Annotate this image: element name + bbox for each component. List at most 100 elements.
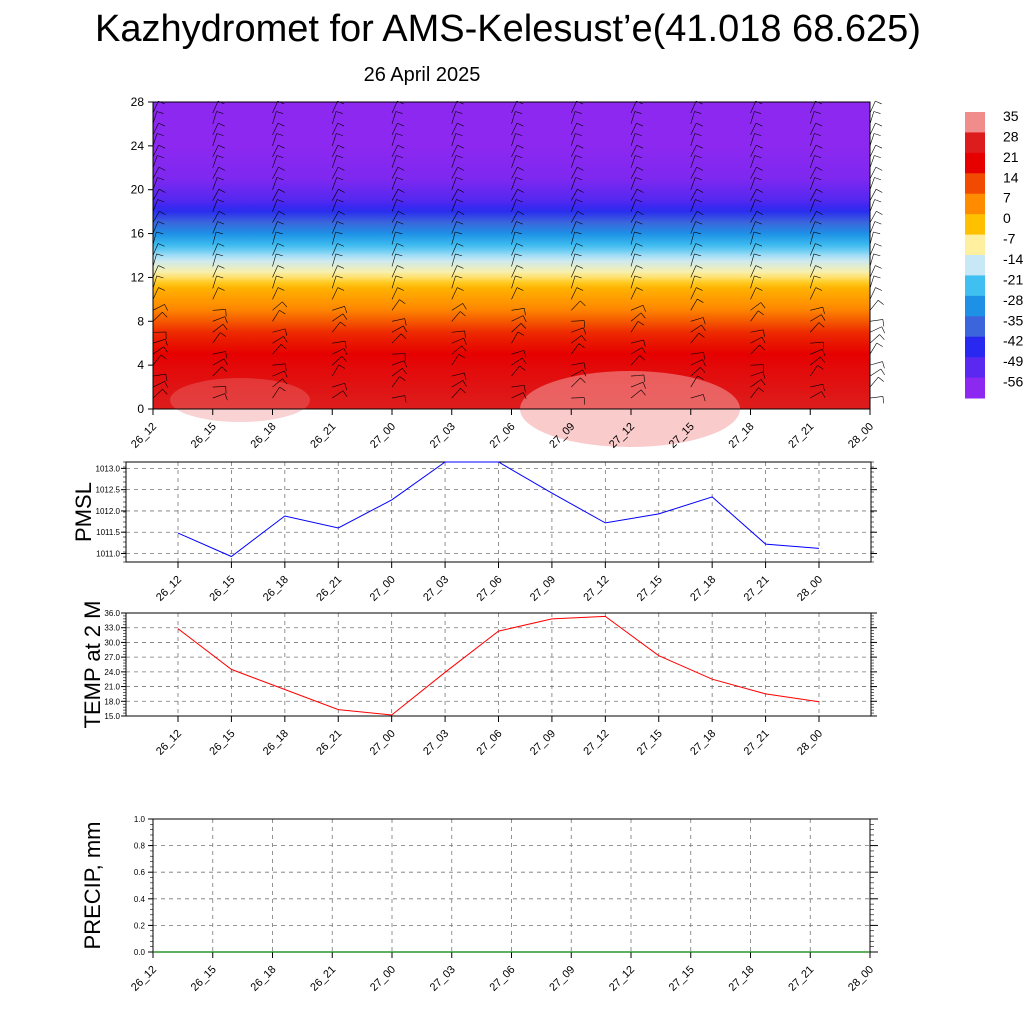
wind-barb-flag [159, 210, 166, 215]
wind-barb-flag [695, 265, 703, 269]
wind-barb-staff [331, 253, 337, 267]
wind-barb-staff [152, 211, 160, 223]
wind-barb-flag [702, 317, 706, 325]
wind-barb-staff [809, 155, 815, 168]
wind-barb-staff [809, 265, 816, 278]
wind-barb-flag [342, 313, 348, 320]
wind-barb-flag [403, 325, 408, 333]
wind-barb-flag [160, 354, 167, 360]
y-tick-label: 0.4 [134, 895, 146, 904]
wind-barb-flag [759, 344, 765, 351]
wind-barb-staff [451, 354, 460, 366]
wind-barb-staff [750, 344, 760, 355]
wind-barb-flag [762, 329, 765, 337]
y-tick-label: 24 [131, 139, 145, 153]
wind-barb-staff [869, 326, 882, 333]
wind-barb-flag [517, 166, 524, 171]
wind-barb-flag [455, 275, 463, 279]
wind-barb-flag [575, 177, 583, 181]
wind-barb-flag [760, 379, 766, 386]
wind-barb-staff [630, 339, 644, 344]
colorbar-label: 14 [1003, 169, 1019, 185]
wind-barb-staff [391, 395, 405, 399]
wind-barb-flag [221, 366, 228, 372]
wind-barb-flag [457, 188, 465, 193]
wind-barb-flag [163, 346, 168, 353]
wind-barb-flag [815, 221, 822, 225]
wind-barb-flag [639, 355, 646, 361]
wind-barb-flag [575, 199, 583, 203]
wind-barb-staff [570, 111, 576, 125]
wind-barb-flag [456, 177, 463, 181]
wind-barb-flag [276, 275, 284, 279]
wind-barb-flag [344, 341, 347, 349]
wind-barb-flag [882, 396, 885, 404]
wind-barb-staff [331, 275, 337, 289]
wind-barb-flag [158, 144, 166, 149]
wind-barb-flag [636, 166, 644, 171]
wind-barb-staff [809, 211, 817, 223]
x-tick-label: 28_00 [846, 964, 876, 994]
wind-barb-flag [523, 392, 527, 400]
wind-barb-flag [336, 155, 344, 159]
wind-barb-staff [332, 390, 344, 399]
wind-barb-staff [690, 375, 698, 388]
wind-barb-flag [164, 381, 169, 388]
x-tick-label: 26_21 [308, 421, 338, 451]
wind-barb-flag [817, 365, 824, 370]
wind-barb-staff [630, 381, 644, 388]
wind-barb-flag [635, 155, 642, 159]
wind-barb-staff [570, 231, 575, 245]
wind-barb-flag [877, 299, 884, 305]
wind-barb-staff [750, 167, 757, 179]
wind-barb-flag [816, 188, 823, 193]
wind-barb-staff [152, 275, 158, 289]
chart-title: Kazhydromet for AMS-Kelesust’e(41.018 68… [95, 8, 921, 50]
wind-barb-flag [216, 231, 223, 235]
wind-barb-staff [750, 231, 755, 245]
wind-barb-staff [570, 189, 578, 201]
wind-barb-staff [630, 287, 637, 300]
y-tick-label: 0 [137, 402, 144, 416]
wind-barb-staff [451, 189, 459, 201]
wind-barb-flag [882, 361, 885, 369]
wind-barb-flag [577, 166, 584, 171]
wind-barb-flag [755, 199, 762, 203]
wind-barb-staff [750, 189, 757, 201]
x-tick-label: 27_00 [368, 964, 398, 994]
wind-barb-staff [630, 265, 637, 278]
wind-barb-staff [451, 231, 456, 245]
wind-barb-staff [272, 370, 285, 377]
wind-barb-flag [517, 331, 525, 336]
wind-barb-staff [571, 369, 583, 377]
wind-barb-staff [212, 167, 219, 179]
wind-barb-flag [637, 210, 644, 215]
wind-barb-flag [335, 253, 343, 257]
wind-barb-flag [335, 275, 343, 279]
x-tick-label: 27_00 [368, 421, 398, 451]
wind-barb-flag [218, 166, 226, 171]
wind-barb-flag [280, 344, 287, 350]
x-tick-label: 27_18 [727, 421, 757, 451]
wind-barb-flag [157, 243, 165, 247]
wind-barb-staff [451, 111, 456, 125]
wind-barb-flag [396, 177, 404, 181]
wind-barb-flag [755, 122, 763, 127]
x-tick-label: 27_12 [607, 964, 637, 994]
wind-barb-staff [690, 211, 698, 223]
wind-barb-staff [272, 111, 277, 125]
y-axis-label: TEMP at 2 M [80, 601, 105, 729]
wind-barb-staff [152, 265, 159, 278]
wind-barb-flag [640, 389, 646, 396]
wind-barb-flag [285, 363, 287, 371]
wind-barb-staff [690, 100, 697, 114]
x-tick-label: 27_15 [635, 728, 665, 758]
wind-barb-flag [694, 275, 702, 279]
x-tick-label: 27_21 [742, 728, 772, 758]
wind-barb-staff [272, 243, 278, 256]
wind-barb-staff [690, 352, 704, 355]
wind-barb-staff [570, 199, 577, 212]
wind-barb-staff [272, 145, 279, 157]
wind-barb-flag [822, 307, 825, 315]
wind-barb-flag [461, 345, 467, 352]
